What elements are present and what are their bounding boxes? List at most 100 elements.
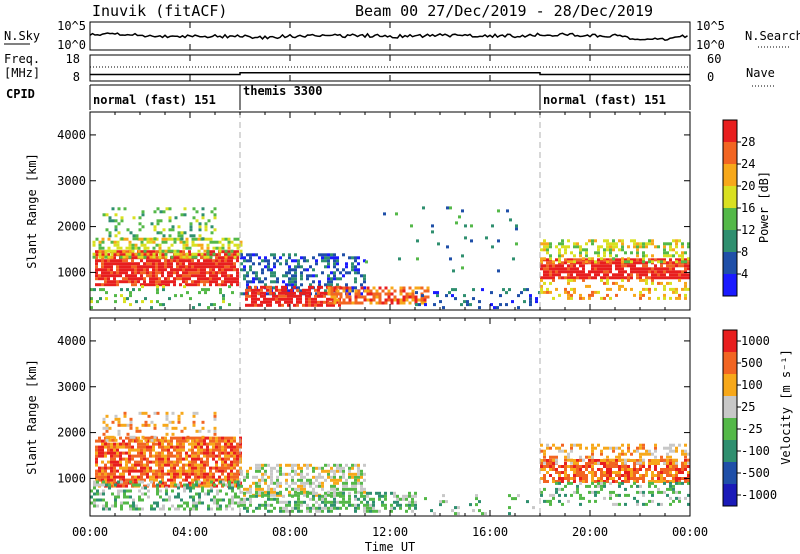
heatmap-cell	[113, 460, 116, 464]
heatmap-cell	[131, 466, 134, 470]
heatmap-cell	[231, 501, 234, 505]
heatmap-cell	[585, 273, 588, 277]
heatmap-cell	[158, 457, 161, 461]
heatmap-cell	[191, 268, 194, 272]
heatmap-cell	[588, 484, 591, 488]
heatmap-cell	[156, 411, 160, 415]
heatmap-cell	[102, 492, 105, 496]
heatmap-cell	[594, 480, 597, 483]
heatmap-cell	[660, 471, 663, 474]
heatmap-cell	[209, 277, 212, 281]
heatmap-cell	[318, 494, 321, 498]
heatmap-cell	[170, 274, 173, 278]
heatmap-cell	[122, 469, 125, 473]
heatmap-cell	[342, 494, 345, 498]
heatmap-cell	[681, 449, 684, 453]
heatmap-cell	[113, 243, 117, 247]
heatmap-cell	[203, 253, 206, 257]
heatmap-cell	[176, 445, 179, 449]
heatmap-cell	[101, 262, 104, 266]
heatmap-cell	[206, 259, 209, 263]
heatmap-cell	[687, 474, 690, 477]
heatmap-cell	[179, 451, 182, 455]
heatmap-cell	[408, 292, 412, 296]
heatmap-cell	[312, 503, 315, 507]
heatmap-cell	[161, 265, 164, 269]
heatmap-cell	[420, 301, 424, 305]
heatmap-cell	[221, 460, 224, 464]
heatmap-cell	[363, 494, 366, 498]
heatmap-cell	[645, 474, 648, 477]
heatmap-cell	[207, 429, 211, 433]
heatmap-cell	[269, 300, 272, 304]
heatmap-cell	[330, 256, 333, 260]
heatmap-cell	[249, 490, 252, 494]
heatmap-cell	[249, 259, 252, 263]
heatmap-cell	[294, 506, 297, 510]
heatmap-cell	[146, 283, 149, 287]
heatmap-cell	[167, 484, 170, 488]
heatmap-cell	[357, 262, 360, 266]
heatmap-cell	[543, 455, 546, 459]
heatmap-cell	[227, 442, 230, 446]
heatmap-cell	[410, 224, 413, 228]
heatmap-cell	[416, 239, 419, 243]
heatmap-cell	[321, 500, 324, 504]
heatmap-cell	[618, 481, 621, 485]
heatmap-cell	[236, 268, 239, 272]
heatmap-cell	[549, 276, 552, 280]
heatmap-cell	[173, 271, 176, 275]
heatmap-cell	[615, 267, 618, 271]
heatmap-cell	[648, 270, 651, 274]
heatmap-cell	[297, 509, 300, 513]
heatmap-cell	[230, 472, 233, 476]
heatmap-cell	[203, 442, 206, 446]
heatmap-cell	[276, 277, 279, 281]
heatmap-cell	[258, 277, 261, 281]
heatmap-cell	[666, 455, 669, 459]
heatmap-cell	[327, 265, 330, 269]
heatmap-cell	[294, 500, 297, 504]
heatmap-cell	[200, 256, 203, 260]
heatmap-cell	[240, 262, 243, 266]
heatmap-cell	[164, 249, 168, 253]
heatmap-cell	[381, 301, 385, 305]
heatmap-cell	[152, 448, 155, 452]
heatmap-cell	[579, 264, 582, 268]
heatmap-cell	[687, 287, 690, 291]
heatmap-cell	[260, 300, 263, 304]
heatmap-cell	[279, 506, 282, 510]
heatmap-cell	[236, 277, 239, 281]
heatmap-cell	[218, 268, 221, 272]
heatmap-cell	[200, 448, 203, 452]
heatmap-cell	[681, 276, 684, 280]
heatmap-cell	[549, 242, 552, 246]
heatmap-cell	[672, 484, 675, 488]
heatmap-cell	[141, 486, 144, 490]
heatmap-cell	[131, 280, 134, 284]
heatmap-cell	[594, 267, 597, 271]
heatmap-cell	[215, 484, 218, 488]
heatmap-cell	[402, 497, 405, 501]
heatmap-cell	[606, 248, 609, 252]
heatmap-cell	[135, 426, 139, 430]
heatmap-cell	[90, 501, 93, 505]
heatmap-cell	[549, 474, 552, 477]
heatmap-cell	[194, 255, 198, 259]
heatmap-cell	[176, 436, 179, 440]
heatmap-cell	[582, 278, 585, 282]
heatmap-cell	[111, 435, 115, 439]
heatmap-cell	[339, 463, 342, 467]
heatmap-cell	[222, 480, 225, 484]
heatmap-cell	[579, 254, 582, 258]
heatmap-cell	[630, 459, 633, 462]
heatmap-cell	[224, 457, 227, 461]
heatmap-cell	[236, 478, 239, 482]
heatmap-cell	[591, 458, 594, 462]
heatmap-cell	[182, 246, 186, 250]
heatmap-cell	[663, 276, 666, 280]
heatmap-cell	[360, 491, 363, 495]
heatmap-cell	[248, 303, 251, 307]
heatmap-cell	[264, 265, 267, 269]
heatmap-cell	[125, 463, 128, 467]
